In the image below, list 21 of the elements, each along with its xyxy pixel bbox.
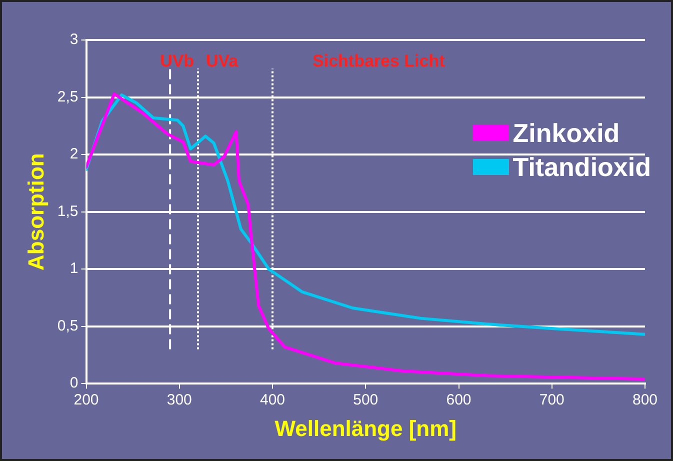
x-tick-label: 500 — [353, 392, 378, 409]
annotation: Sichtbares Licht — [312, 52, 446, 71]
annotation: UVa — [206, 52, 239, 71]
x-tick-label: 700 — [539, 392, 564, 409]
legend-label: Zinkoxid — [512, 117, 620, 150]
y-tick-label: 0 — [70, 374, 78, 392]
x-tick-label: 800 — [632, 392, 658, 409]
y-tick-label: 2,5 — [57, 88, 78, 106]
y-tick-label: 0,5 — [57, 317, 78, 334]
annotation: UVb — [160, 52, 194, 71]
y-tick-label: 1 — [70, 260, 78, 278]
y-tick-label: 3 — [70, 31, 78, 48]
x-tick-label: 200 — [74, 392, 99, 409]
x-tick-label: 600 — [446, 392, 472, 409]
y-axis-title: Absorption — [23, 153, 48, 270]
legend-label: Titandioxid — [512, 151, 651, 184]
x-tick-label: 300 — [166, 392, 192, 409]
y-tick-label: 1,5 — [57, 202, 78, 220]
y-tick-label: 2 — [70, 146, 78, 163]
x-axis-title: Wellenlänge [nm] — [274, 416, 456, 441]
x-tick-label: 400 — [260, 392, 286, 409]
